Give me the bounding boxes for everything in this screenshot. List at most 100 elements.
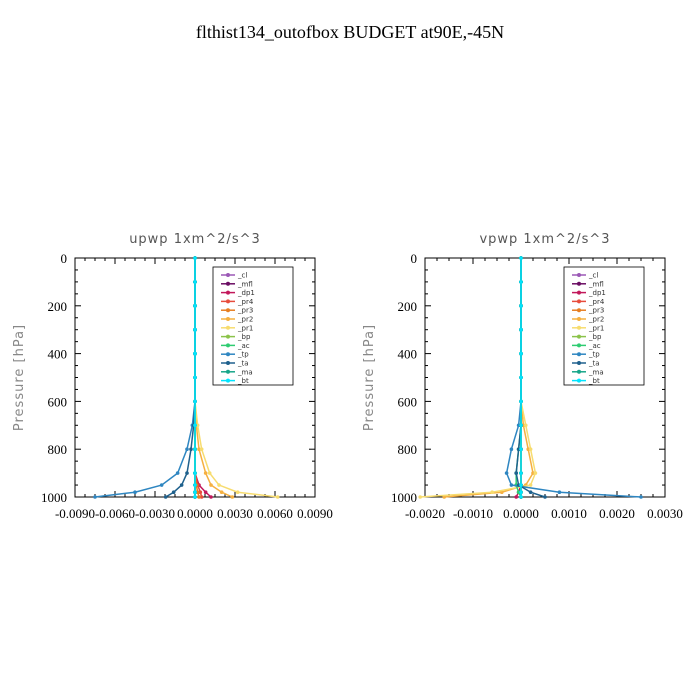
legend-label: _pr4: [588, 298, 605, 306]
series-bt: [519, 256, 523, 499]
data-point: [235, 490, 240, 495]
data-point: [519, 471, 523, 475]
legend-label: _pr1: [588, 324, 604, 332]
legend-label: _pr2: [237, 316, 253, 324]
legend-label: _cl: [237, 272, 247, 280]
legend-marker: [226, 343, 230, 348]
data-point: [639, 495, 643, 499]
legend-marker: [577, 290, 581, 295]
legend-marker: [226, 281, 230, 286]
y-tick-label: 1000: [41, 490, 67, 505]
data-point: [193, 495, 197, 499]
data-point: [219, 490, 224, 495]
data-point: [195, 423, 200, 428]
y-axis-label: Pressure [hPa]: [362, 324, 377, 431]
data-point: [193, 483, 197, 487]
data-point: [514, 495, 518, 499]
data-point: [163, 495, 168, 499]
x-tick-label: -0.0030: [135, 506, 175, 521]
x-tick-label: 0.0000: [177, 506, 213, 521]
y-tick-label: 200: [398, 299, 418, 314]
legend-label: _tp: [588, 351, 600, 359]
legend-marker: [577, 334, 581, 339]
data-point: [198, 490, 203, 495]
legend-marker: [226, 369, 230, 374]
data-point: [519, 304, 523, 308]
plot-panel-2: vpwp 1xm^2/s^3 Pressure [hPa] 0 200 400 600 80…: [362, 232, 683, 521]
legend-label: _pr3: [588, 307, 604, 315]
data-point: [209, 495, 213, 499]
plot-panel-1: upwp 1xm^2/s^3 Pressure [hPa] 0 200 400 600 80…: [12, 232, 333, 521]
legend: _cl_mfl_dp1_pr4_pr3_pr2_pr1_bp_ac_tp_ta_…: [212, 266, 294, 386]
legend-label: _ac: [588, 342, 601, 350]
legend-label: _dp1: [237, 289, 255, 297]
x-tick-label: 0.0010: [551, 506, 587, 521]
data-point: [193, 423, 197, 428]
legend-marker: [226, 317, 230, 321]
legend-box: [212, 266, 294, 386]
data-point: [207, 471, 212, 475]
data-point: [203, 490, 208, 495]
data-point: [193, 256, 197, 260]
legend-marker: [577, 378, 581, 383]
legend-marker: [226, 273, 230, 277]
legend-marker: [226, 290, 230, 295]
legend-label: _ta: [588, 360, 600, 368]
x-tick-label: -0.0090: [55, 506, 95, 521]
legend-label: _pr3: [237, 307, 253, 315]
data-point: [543, 495, 547, 499]
data-point: [179, 483, 184, 487]
data-point: [519, 423, 523, 428]
data-point: [209, 483, 213, 487]
x-tick-label: 0.0020: [599, 506, 635, 521]
data-point: [193, 399, 197, 404]
legend-label: _mfl: [588, 280, 604, 288]
data-point: [519, 327, 523, 332]
legend-marker: [577, 325, 581, 330]
legend-marker: [577, 281, 581, 286]
x-tick-label: -0.0010: [453, 506, 493, 521]
series-line: [94, 258, 196, 498]
data-point: [197, 447, 201, 452]
data-point: [509, 447, 514, 452]
data-point: [528, 483, 533, 487]
data-point: [197, 495, 201, 499]
data-point: [193, 490, 197, 495]
legend-label: _pr2: [588, 316, 604, 324]
data-point: [509, 483, 514, 487]
y-axis-label: Pressure [hPa]: [12, 324, 27, 431]
data-point: [193, 327, 197, 332]
data-point: [519, 399, 523, 404]
data-point: [519, 447, 523, 452]
legend-marker: [226, 299, 230, 304]
plot-title: upwp 1xm^2/s^3: [129, 232, 261, 247]
data-point: [519, 351, 523, 356]
legend-marker: [226, 352, 230, 357]
data-point: [159, 483, 164, 487]
legend-label: _bp: [237, 333, 251, 341]
legend-label: _tp: [237, 351, 249, 359]
y-tick-label: 0: [411, 251, 418, 266]
y-tick-label: 400: [398, 347, 418, 362]
legend-marker: [577, 369, 581, 374]
data-point: [230, 495, 235, 499]
data-point: [199, 447, 204, 452]
legend-marker: [577, 308, 581, 313]
x-tick-label: 0.0030: [647, 506, 683, 521]
legend-marker: [226, 334, 230, 339]
legend-marker: [226, 325, 230, 330]
data-point: [203, 471, 208, 475]
legend-marker: [226, 361, 230, 365]
y-tick-label: 800: [48, 442, 68, 457]
data-point: [519, 495, 523, 499]
data-point: [175, 471, 180, 475]
chart-title: flthist134_outofbox BUDGET at90E,-45N: [195, 22, 505, 42]
data-point: [133, 490, 137, 495]
series-ta: [163, 256, 197, 499]
legend-marker: [577, 273, 581, 277]
y-tick-label: 400: [48, 347, 68, 362]
x-tick-label: 0.0090: [297, 506, 333, 521]
legend-label: _ma: [237, 368, 253, 376]
plot-title: vpwp 1xm^2/s^3: [479, 232, 610, 247]
